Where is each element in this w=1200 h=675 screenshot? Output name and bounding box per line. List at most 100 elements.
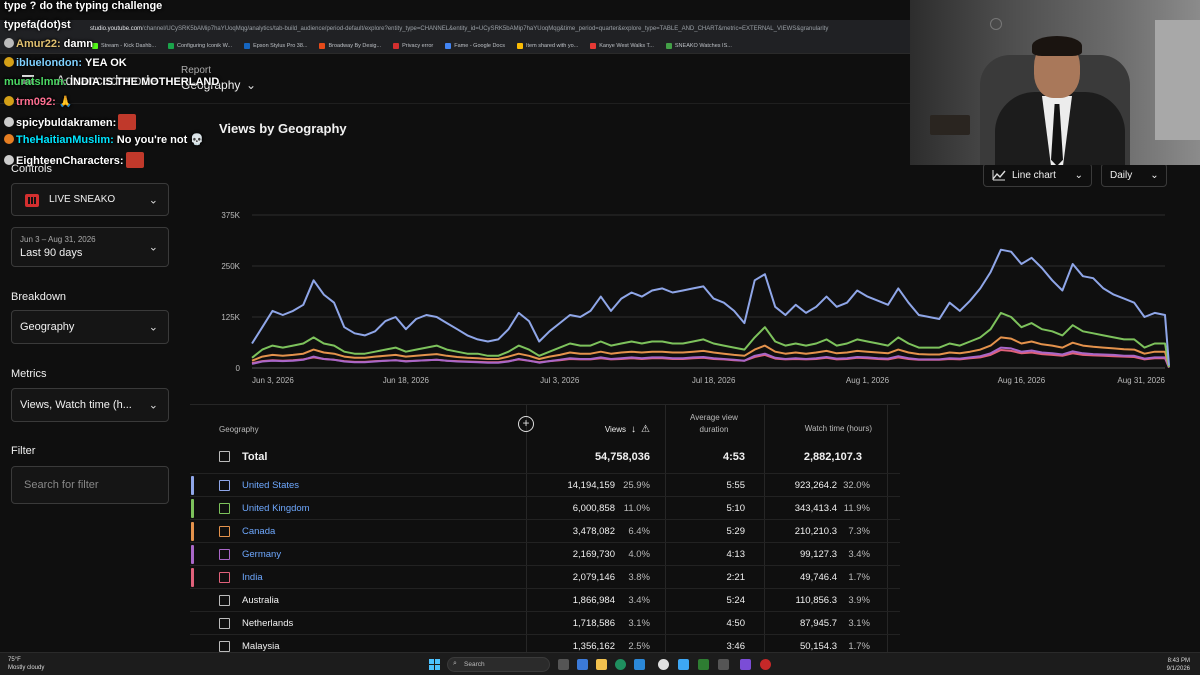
row-checkbox[interactable] [219,612,230,634]
discord-icon[interactable] [740,659,751,670]
x-tick-label: Jul 3, 2026 [540,376,580,385]
add-column-icon[interactable]: + [518,416,534,432]
file-explorer-icon[interactable] [596,659,607,670]
chart-type-select[interactable]: Line chart ⌄ [983,163,1092,187]
table-row[interactable]: Australia 1,866,984 3.4% 5:24 110,856.3 3.9% [190,589,900,612]
desk-object [930,115,970,135]
date-range-select[interactable]: Jun 3 – Aug 31, 2026 Last 90 days ⌄ [11,227,169,267]
chat-username: typefa(dot)st [4,19,71,31]
row-checkbox[interactable] [219,474,230,496]
chat-message: typefa(dot)st [4,19,71,31]
windows-start-icon[interactable] [429,659,440,670]
chat-username: TheHaitianMuslim: [16,134,114,146]
bookmark-item[interactable]: SNEAKO Watches IS... [665,42,732,49]
checkbox[interactable] [219,594,230,606]
table-row[interactable]: Netherlands 1,718,586 3.1% 4:50 87,945.7 3.1% [190,612,900,635]
xbox-icon[interactable] [698,659,709,670]
column-header-watch-time[interactable]: Watch time (hours) [804,424,872,433]
avd-value: 4:13 [726,548,746,560]
row-checkbox[interactable] [219,635,230,652]
controls-heading: Controls [11,163,52,175]
table-row[interactable]: Canada 3,478,082 6.4% 5:29 210,210.3 7.3% [190,520,900,543]
watch-time-value: 99,127.3 [800,548,837,560]
views-value: 2,079,146 [572,571,615,583]
views-value: 2,169,730 [572,548,615,560]
table-row[interactable]: Germany 2,169,730 4.0% 4:13 99,127.3 3.4% [190,543,900,566]
chat-username: Amur22: [16,38,61,50]
chevron-down-icon[interactable]: ⌄ [246,78,257,92]
geo-name[interactable]: United Kingdom [242,502,310,514]
watch-time-percent: 3.4% [848,548,870,560]
bookmark-item[interactable]: Configuring Iconik W... [168,42,232,49]
views-line-chart[interactable]: 0 125K 250K 375K Jun 3, 2026 Jun 18, 2026 Jul … [190,200,1180,395]
taskbar-search[interactable]: ⌕ Search [447,657,550,672]
bookmark-label: Broadway By Desig... [328,42,382,49]
widgets-icon[interactable] [577,659,588,670]
chat-text: YEA OK [84,57,127,69]
series-line-germany[interactable] [251,346,1170,368]
obs-icon[interactable] [760,659,771,670]
geo-name[interactable]: Germany [242,548,282,560]
table-row[interactable]: Malaysia 1,356,162 2.5% 3:46 50,154.3 1.7% [190,635,900,652]
breakdown-select[interactable]: Geography ⌄ [11,310,169,344]
channel-select[interactable]: LIVE SNEAKO ⌄ [11,183,169,216]
checkbox[interactable] [219,640,230,652]
interval-select[interactable]: Daily ⌄ [1101,163,1167,187]
row-checkbox[interactable] [219,520,230,542]
geo-name[interactable]: United States [242,479,300,491]
checkbox[interactable] [219,451,230,462]
date-range-text: Jun 3 – Aug 31, 2026 [20,235,96,244]
row-checkbox[interactable] [219,497,230,519]
menu-icon[interactable] [22,75,34,84]
bookmark-item[interactable]: Fame - Google Docs [445,42,505,49]
store-icon[interactable] [634,659,645,670]
row-checkbox[interactable] [219,566,230,588]
bookmark-item[interactable]: Item shared with yo... [516,42,578,49]
checkbox[interactable] [219,571,230,583]
watch-time-value: 87,945.7 [800,617,837,629]
address-bar[interactable]: studio.youtube.com /channel/UCySRK5bAMip… [0,20,910,38]
series-line-canada[interactable] [251,336,1170,368]
table-row[interactable]: India 2,079,146 3.8% 2:21 49,746.4 1.7% [190,566,900,589]
bookmark-item[interactable]: Broadway By Desig... [319,42,382,49]
checkbox[interactable] [219,479,230,491]
checkbox[interactable] [219,502,230,514]
checkbox[interactable] [219,525,230,537]
total-checkbox[interactable] [219,440,230,473]
series-line-united-kingdom[interactable] [251,311,1170,368]
bookmark-item[interactable]: Privacy error [393,42,433,49]
column-header-avd[interactable]: Average view duration [690,413,738,434]
row-checkbox[interactable] [219,543,230,565]
filter-input[interactable] [11,466,169,504]
chat-text: No you're not 💀 [116,134,204,146]
checkbox[interactable] [219,548,230,560]
system-clock[interactable]: 8:43 PM 9/1/2026 [1167,657,1190,673]
series-line-united-states[interactable] [251,248,1170,366]
taskbar-search-label: Search [464,661,485,668]
avd-value: 5:29 [726,525,746,537]
photoshop-icon[interactable] [678,659,689,670]
table-row[interactable]: United Kingdom 6,000,858 11.0% 5:10 343,413.… [190,497,900,520]
report-select[interactable]: Geography [181,78,241,92]
live-channel-icon [25,194,39,207]
geo-name[interactable]: India [242,571,263,583]
checkbox[interactable] [219,617,230,629]
task-view-icon[interactable] [558,659,569,670]
settings-icon[interactable] [718,659,729,670]
column-header-views[interactable]: Views ↓ ⚠ [570,424,650,435]
edge-icon[interactable] [615,659,626,670]
x-tick-label: Aug 1, 2026 [846,376,890,385]
table-row[interactable]: United States 14,194,159 25.9% 5:55 923,264.… [190,474,900,497]
watch-time-percent: 3.1% [848,617,870,629]
sidebar: Controls LIVE SNEAKO ⌄ Jun 3 – Aug 31, 2… [0,104,182,652]
column-divider [526,405,527,652]
metrics-select[interactable]: Views, Watch time (h... ⌄ [11,388,169,422]
row-checkbox[interactable] [219,589,230,611]
bookmark-item[interactable]: Epson Stylus Pro 38... [244,42,307,49]
bookmark-item[interactable]: Stream - Kick Dashb... [92,42,156,49]
column-header-geography[interactable]: Geography [219,425,259,434]
geo-name[interactable]: Canada [242,525,276,537]
bookmark-item[interactable]: Kanye West Walks T... [590,42,654,49]
weather-widget[interactable]: 75°F Mostly cloudy [8,656,44,672]
chrome-icon[interactable] [658,659,669,670]
